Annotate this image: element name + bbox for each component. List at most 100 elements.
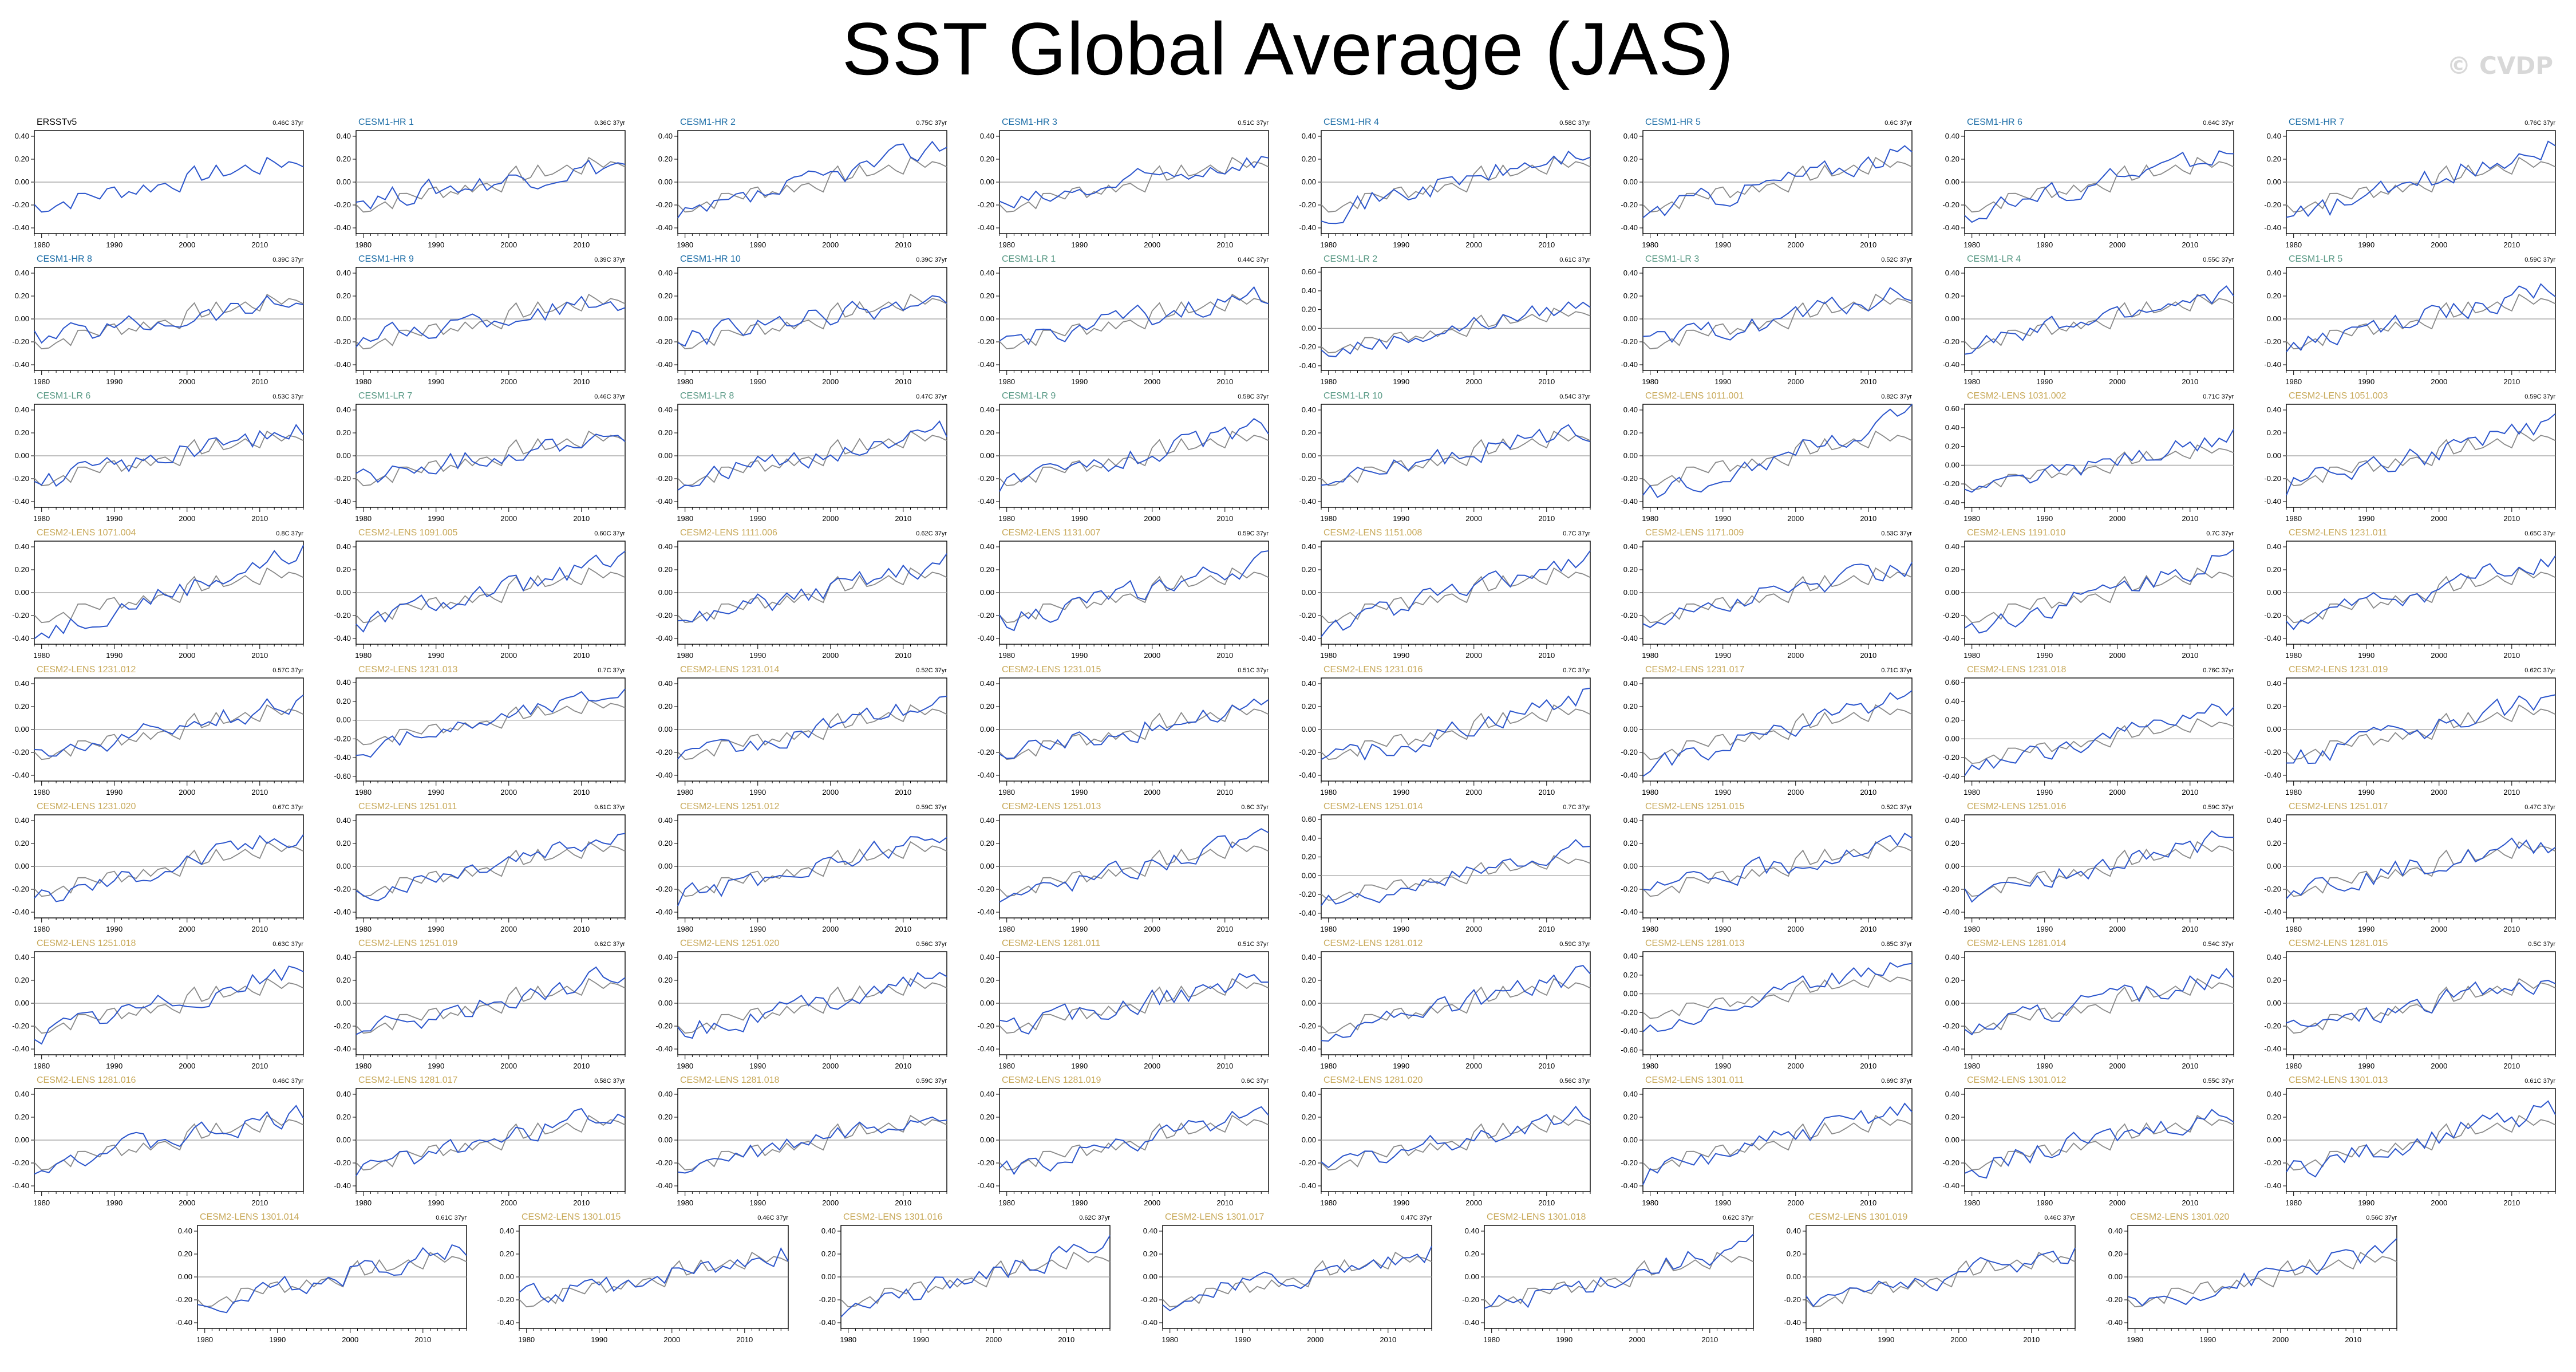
- panel-title: CESM1-LR 9: [1002, 391, 1056, 401]
- x-tick-label: 1990: [2358, 377, 2374, 386]
- x-tick-label: 2010: [895, 925, 911, 933]
- x-tick-label: 1980: [355, 788, 372, 797]
- model-series-line: [1642, 833, 1913, 891]
- observed-overlay-line: [999, 1114, 1269, 1171]
- y-tick-label: -0.40: [1942, 908, 1959, 916]
- panel-trend-label: 0.64C 37yr: [2203, 120, 2234, 127]
- panel-cesm2-lens-1251-019: CESM2-LENS 1251.019 0.62C 37yr -0.40 -0.20 0…: [334, 939, 626, 1070]
- y-tick-label: 0.00: [1302, 178, 1316, 186]
- x-tick-label: 1980: [998, 514, 1015, 523]
- panel-trend-label: 0.76C 37yr: [2524, 120, 2555, 127]
- y-tick-label: -0.20: [1621, 748, 1638, 756]
- panel-title: CESM2-LENS 1301.015: [521, 1212, 621, 1222]
- y-tick-label: -0.20: [12, 1022, 29, 1030]
- model-series-line: [355, 295, 626, 348]
- panel-frame: [355, 677, 626, 782]
- y-tick-label: 0.20: [2267, 702, 2281, 711]
- x-tick-label: 1980: [2285, 925, 2302, 933]
- panel-title: CESM1-LR 6: [37, 391, 90, 401]
- panel-trend-label: 0.46C 37yr: [594, 393, 625, 400]
- x-tick-label: 1980: [1320, 514, 1337, 523]
- panel-cesm2-lens-1301-018: CESM2-LENS 1301.018 0.62C 37yr -0.40 -0.20 0…: [1462, 1212, 1754, 1344]
- y-tick-label: 0.20: [1945, 976, 1959, 984]
- x-tick-label: 2000: [2431, 925, 2447, 933]
- model-series-line: [1642, 287, 1913, 343]
- y-tick-label: 0.40: [1945, 542, 1959, 551]
- x-tick-label: 2010: [895, 651, 911, 660]
- y-tick-label: -0.20: [12, 200, 29, 209]
- y-tick-label: -0.20: [2264, 1022, 2281, 1030]
- observed-overlay-line: [1642, 293, 1913, 350]
- panel-trend-label: 0.36C 37yr: [594, 120, 625, 127]
- observed-overlay-line: [1321, 156, 1591, 213]
- model-series-line: [34, 545, 304, 640]
- y-tick-label: 0.20: [1787, 1249, 1801, 1258]
- y-tick-label: 0.20: [658, 565, 673, 574]
- panel-title: CESM2-LENS 1251.013: [1002, 802, 1101, 811]
- y-tick-label: 0.00: [2267, 725, 2281, 734]
- panel-title: CESM2-LENS 1281.013: [1645, 939, 1745, 948]
- panel-cesm1-hr-1: CESM1-HR 1 0.36C 37yr -0.40 -0.20 0.00 0.20 0.…: [334, 117, 626, 249]
- x-tick-label: 2000: [2109, 788, 2125, 797]
- panel-trend-label: 0.51C 37yr: [1238, 667, 1269, 674]
- y-tick-label: -0.40: [175, 1318, 192, 1327]
- y-tick-label: -0.20: [1299, 1022, 1316, 1030]
- x-tick-label: 1980: [998, 377, 1015, 386]
- x-tick-label: 2000: [179, 241, 195, 249]
- panel-cesm2-lens-1231-018: CESM2-LENS 1231.018 0.76C 37yr -0.40 -0.20 0…: [1942, 665, 2234, 797]
- y-tick-label: -0.40: [1942, 1044, 1959, 1053]
- x-tick-label: 1990: [749, 241, 766, 249]
- x-tick-label: 2010: [573, 651, 590, 660]
- panel-title: CESM2-LENS 1281.015: [2289, 939, 2388, 948]
- panel-trend-label: 0.57C 37yr: [272, 667, 303, 674]
- panel-cesm1-hr-6: CESM1-HR 6 0.64C 37yr -0.40 -0.20 0.00 0.20 0.…: [1942, 117, 2234, 249]
- x-tick-label: 2010: [573, 1198, 590, 1207]
- observed-overlay-line: [355, 977, 626, 1034]
- x-tick-label: 2000: [1144, 925, 1160, 933]
- panel-trend-label: 0.47C 37yr: [2524, 804, 2555, 811]
- y-tick-label: -0.40: [334, 908, 351, 916]
- panel-cesm1-lr-7: CESM1-LR 7 0.46C 37yr -0.40 -0.20 0.00 0.20 0.…: [334, 391, 626, 523]
- panel-cesm2-lens-1231-016: CESM2-LENS 1231.016 0.7C 37yr -0.40 -0.20 0.…: [1299, 665, 1591, 797]
- x-tick-label: 1980: [998, 925, 1015, 933]
- y-tick-label: 0.40: [658, 953, 673, 961]
- y-tick-label: 0.20: [178, 1249, 192, 1258]
- x-tick-label: 2010: [2182, 377, 2198, 386]
- y-tick-label: 0.20: [1623, 839, 1638, 847]
- y-tick-label: 0.40: [337, 953, 351, 961]
- y-tick-label: 0.00: [15, 862, 29, 870]
- observed-overlay-line: [1321, 307, 1591, 354]
- panel-trend-label: 0.56C 37yr: [1559, 1078, 1590, 1085]
- y-tick-label: -0.40: [1462, 1318, 1479, 1327]
- x-tick-label: 1990: [1393, 1198, 1409, 1207]
- y-tick-label: 0.40: [15, 816, 29, 825]
- y-tick-label: 0.40: [1302, 542, 1316, 551]
- y-tick-label: -0.40: [977, 634, 994, 642]
- model-series-line: [1964, 285, 2234, 355]
- panel-cesm2-lens-1251-016: CESM2-LENS 1251.016 0.59C 37yr -0.40 -0.20 0…: [1942, 802, 2234, 933]
- y-tick-label: 0.20: [500, 1249, 514, 1258]
- x-tick-label: 1980: [1320, 925, 1337, 933]
- x-tick-label: 1980: [33, 514, 50, 523]
- y-tick-label: 0.20: [1143, 1249, 1157, 1258]
- panel-title: CESM2-LENS 1231.015: [1002, 665, 1101, 675]
- y-tick-label: -0.20: [2264, 1158, 2281, 1167]
- x-tick-label: 1990: [1071, 377, 1088, 386]
- x-tick-label: 2000: [1144, 1062, 1160, 1070]
- x-tick-label: 2000: [2109, 1198, 2125, 1207]
- y-tick-label: -0.40: [2264, 1044, 2281, 1053]
- y-tick-label: 0.40: [1302, 286, 1316, 295]
- x-tick-label: 2010: [1538, 1062, 1555, 1070]
- y-tick-label: 0.00: [2267, 1136, 2281, 1144]
- panel-cesm2-lens-1011-001: CESM2-LENS 1011.001 0.82C 37yr -0.40 -0.20 0…: [1621, 391, 1913, 523]
- x-tick-label: 1980: [1963, 1198, 1980, 1207]
- y-tick-label: 0.00: [1623, 588, 1638, 597]
- panel-trend-label: 0.44C 37yr: [1238, 257, 1269, 263]
- model-series-line: [34, 834, 304, 902]
- y-tick-label: -0.40: [334, 634, 351, 642]
- x-tick-label: 1990: [1393, 514, 1409, 523]
- panel-trend-label: 0.52C 37yr: [1881, 257, 1912, 263]
- panel-trend-label: 0.56C 37yr: [916, 941, 947, 948]
- y-tick-label: -0.40: [2264, 908, 2281, 916]
- observed-overlay-line: [1484, 1251, 1754, 1308]
